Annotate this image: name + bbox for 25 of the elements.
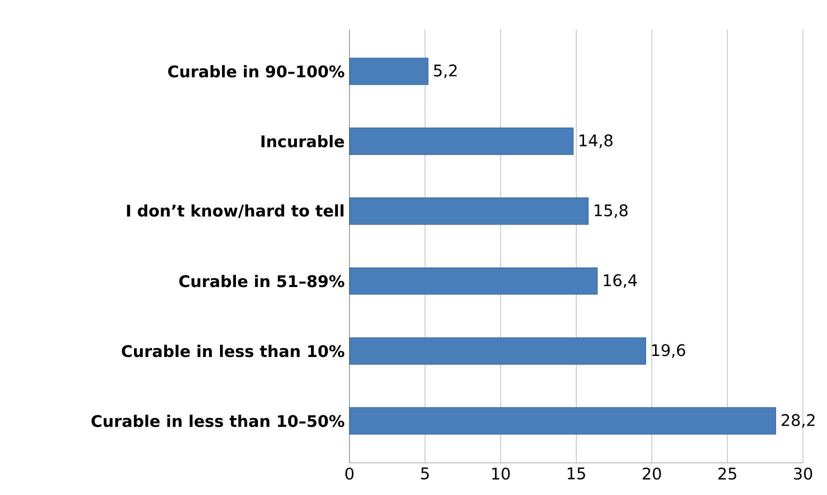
- bar: [349, 337, 646, 365]
- y-tick-label: Curable in less than 10–50%: [92, 414, 344, 428]
- bar: [349, 407, 776, 435]
- y-tick-label: Curable in less than 10%: [122, 344, 344, 358]
- bar: [349, 58, 428, 85]
- bar: [349, 128, 574, 155]
- x-tick-label: 5: [421, 468, 429, 480]
- y-tick-label: Curable in 90–100%: [168, 65, 344, 78]
- x-tick-label: 15: [568, 468, 586, 480]
- data-label: 14,8: [580, 134, 612, 148]
- x-tick-label: 25: [718, 468, 736, 480]
- data-label: 19,6: [652, 344, 686, 358]
- x-tick-label: 0: [345, 468, 354, 480]
- x-tick-label: 10: [492, 468, 510, 480]
- bar: [349, 268, 598, 295]
- data-label: 28,2: [782, 414, 815, 428]
- data-label: 16,4: [604, 274, 637, 288]
- y-tick-label: I don’t know/hard to tell: [127, 204, 344, 218]
- y-tick-label: Incurable: [262, 135, 344, 148]
- data-label: 5,2: [434, 64, 457, 78]
- x-tick-label: 30: [794, 468, 812, 480]
- data-label: 15,8: [594, 204, 628, 218]
- y-tick-label: Curable in 51–89%: [179, 274, 344, 288]
- bar: [349, 198, 589, 225]
- x-tick-label: 20: [642, 468, 661, 480]
